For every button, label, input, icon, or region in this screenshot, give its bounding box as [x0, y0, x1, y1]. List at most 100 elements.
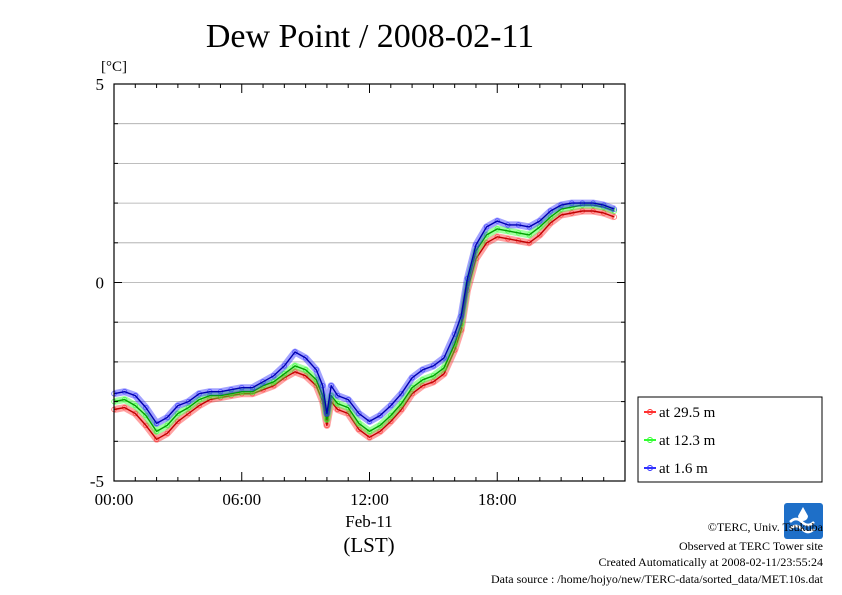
data-point	[345, 396, 351, 403]
data-point	[271, 373, 277, 379]
data-point	[452, 331, 458, 337]
data-point	[483, 232, 490, 238]
data-point	[377, 412, 383, 419]
data-point	[430, 373, 437, 379]
data-point	[164, 414, 170, 421]
data-point	[132, 410, 138, 417]
data-point	[196, 396, 202, 403]
data-point	[302, 355, 309, 361]
data-point	[185, 410, 192, 417]
data-point	[334, 400, 341, 407]
data-point	[537, 218, 543, 224]
data-point	[366, 418, 373, 425]
legend: at 29.5 m at 12.3 m at 1.6 m	[637, 396, 823, 483]
data-point	[409, 391, 415, 397]
data-point	[164, 430, 170, 437]
y-tick-label: 5	[96, 75, 105, 94]
credit-created: Created Automatically at 2008-02-11/23:5…	[598, 555, 823, 569]
data-point	[441, 371, 447, 377]
data-point	[611, 206, 618, 212]
data-point	[409, 385, 415, 391]
data-point	[153, 420, 160, 427]
data-point	[420, 377, 426, 383]
data-point	[143, 404, 149, 411]
data-point	[132, 392, 138, 399]
data-point	[334, 406, 341, 413]
data-point	[345, 404, 351, 411]
data-point	[377, 422, 383, 429]
legend-marker	[647, 437, 653, 443]
data-point	[292, 363, 298, 369]
y-tick-label: 0	[96, 274, 105, 293]
data-point	[430, 379, 437, 385]
data-point	[547, 214, 554, 220]
data-point	[356, 410, 362, 417]
data-point	[175, 418, 181, 425]
y-tick-label: -5	[90, 472, 104, 491]
data-point	[388, 412, 394, 419]
data-point	[153, 436, 160, 442]
credit-data-source: Data source : /home/hojyo/new/TERC-data/…	[491, 572, 824, 586]
legend-label: at 29.5 m	[659, 405, 716, 421]
data-point	[302, 367, 309, 373]
data-point	[292, 369, 298, 375]
data-point	[143, 412, 149, 419]
x-tick-label: 06:00	[222, 490, 261, 509]
series-layer	[111, 199, 618, 443]
legend-marker	[647, 465, 653, 471]
data-point	[281, 363, 287, 369]
data-point	[313, 367, 319, 373]
data-point	[537, 232, 543, 238]
data-point	[409, 375, 415, 381]
data-point	[260, 387, 266, 393]
data-point	[430, 363, 437, 369]
data-point	[196, 402, 202, 409]
data-point	[281, 371, 287, 377]
chart-title: Dew Point / 2008-02-11	[206, 18, 534, 55]
data-point	[420, 383, 426, 389]
data-point	[441, 355, 447, 361]
x-axis-date-label: Feb-11	[345, 512, 393, 531]
data-point	[271, 379, 277, 385]
data-point	[185, 404, 192, 411]
data-point	[398, 391, 405, 397]
data-point	[483, 224, 490, 230]
data-point	[281, 375, 287, 381]
data-point	[143, 422, 149, 429]
data-point	[441, 365, 447, 371]
legend-label: at 12.3 m	[659, 433, 716, 449]
x-tick-label: 12:00	[350, 490, 389, 509]
legend-label: at 1.6 m	[659, 461, 708, 477]
data-point	[292, 349, 298, 355]
data-point	[356, 420, 362, 427]
data-point	[452, 341, 458, 347]
data-point	[388, 402, 394, 409]
data-point	[175, 402, 181, 409]
data-point	[398, 400, 405, 407]
data-point	[185, 398, 192, 405]
data-point	[271, 383, 277, 389]
y-axis-unit-label: [°C]	[101, 59, 127, 75]
credit-copyright: ©TERC, Univ. Tsukuba	[708, 520, 824, 534]
data-point	[537, 224, 543, 230]
terc-logo	[784, 503, 823, 539]
data-point	[153, 428, 160, 435]
data-point	[547, 208, 554, 214]
x-tick-label: 18:00	[478, 490, 517, 509]
data-point	[366, 434, 373, 440]
data-point	[388, 418, 394, 425]
gridlines	[114, 123, 625, 442]
data-point	[611, 214, 618, 220]
data-point	[494, 218, 500, 224]
data-point	[334, 392, 341, 399]
series-line	[113, 210, 615, 440]
x-tick-label: 00:00	[95, 490, 134, 509]
data-point	[366, 428, 373, 435]
data-point	[356, 426, 362, 433]
data-point	[175, 410, 181, 417]
data-point	[345, 410, 351, 417]
data-point	[260, 383, 266, 389]
x-axis-label: (LST)	[343, 533, 394, 557]
data-point	[547, 220, 554, 226]
